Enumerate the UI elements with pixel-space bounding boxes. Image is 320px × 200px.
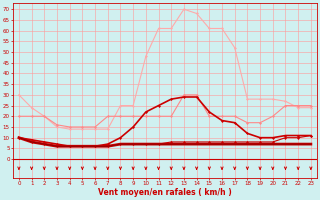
- X-axis label: Vent moyen/en rafales ( km/h ): Vent moyen/en rafales ( km/h ): [98, 188, 232, 197]
